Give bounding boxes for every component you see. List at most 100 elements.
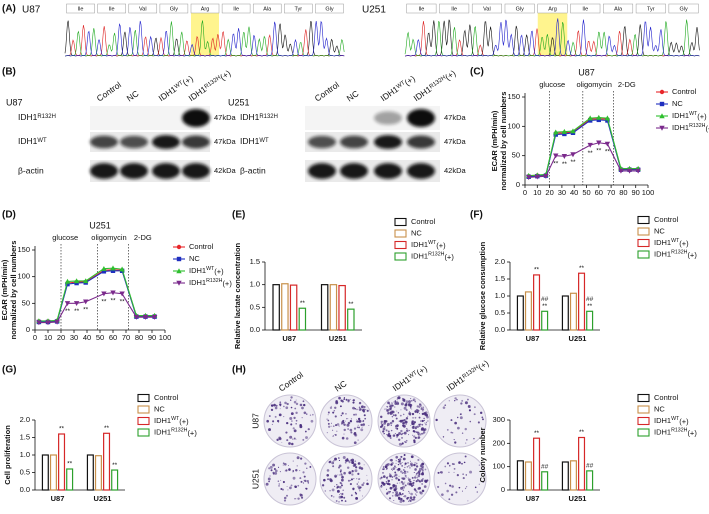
colony — [401, 492, 404, 495]
colony — [450, 431, 453, 434]
colony — [399, 492, 401, 494]
colony — [343, 398, 346, 401]
bar — [272, 284, 280, 331]
x-tick-label: 0 — [33, 333, 37, 342]
row-label: U87 — [250, 413, 260, 429]
colony — [349, 482, 352, 486]
chart-title: U251 — [89, 220, 111, 230]
significance: ** — [65, 308, 71, 315]
colony — [333, 409, 336, 412]
colony — [293, 400, 297, 404]
codon-box — [603, 3, 634, 14]
colony — [301, 406, 304, 410]
colony — [293, 416, 296, 420]
significance: ** — [534, 430, 540, 437]
colony — [336, 486, 339, 489]
colony — [396, 468, 399, 471]
colony — [458, 486, 461, 489]
colony — [408, 500, 410, 503]
colony — [393, 475, 396, 478]
colony — [282, 464, 284, 466]
colony — [389, 403, 391, 405]
colony — [334, 457, 337, 461]
significance: ** — [101, 298, 107, 305]
colony — [419, 491, 423, 495]
colony — [354, 469, 358, 473]
marker — [83, 278, 89, 284]
colony — [299, 477, 302, 480]
colony — [350, 478, 353, 481]
colony — [415, 480, 418, 483]
colony — [386, 409, 389, 412]
colony — [478, 464, 480, 466]
colony — [409, 460, 411, 462]
colony — [350, 431, 353, 434]
colony — [354, 460, 357, 463]
marker — [36, 320, 42, 326]
colony — [364, 417, 367, 420]
colony — [400, 470, 403, 473]
legend-label: Control — [154, 393, 179, 402]
colony — [481, 416, 484, 419]
colony — [363, 464, 365, 466]
colony — [403, 496, 405, 497]
colony — [395, 476, 398, 480]
colony — [460, 402, 463, 405]
colony — [382, 475, 386, 478]
colony — [347, 479, 350, 482]
marker — [64, 278, 71, 284]
colony — [327, 419, 330, 422]
x-tick-label: 0 — [523, 188, 527, 197]
bar — [320, 284, 329, 331]
colony — [274, 415, 277, 418]
colony — [419, 413, 421, 415]
colony — [391, 468, 393, 470]
codon-label: Ile — [78, 6, 84, 12]
colony — [286, 402, 289, 406]
colony — [336, 489, 340, 493]
row-label: IDH1WT — [240, 136, 269, 146]
marker — [534, 174, 540, 180]
colony — [419, 464, 423, 468]
codon-label: Ala — [263, 6, 272, 12]
colony — [330, 479, 333, 482]
colony — [272, 471, 275, 474]
colony — [392, 484, 396, 487]
bar — [586, 310, 594, 331]
colony — [400, 494, 403, 496]
colony — [305, 487, 307, 490]
colony — [460, 413, 462, 415]
x-tick-label: 60 — [595, 188, 603, 197]
cell-line-label: U251 — [362, 5, 386, 16]
codon-box — [471, 3, 502, 14]
colony — [310, 419, 314, 423]
colony — [326, 432, 328, 434]
colony — [367, 484, 369, 486]
y-tick-label: 100 — [17, 272, 30, 281]
colony — [330, 422, 332, 424]
colony — [387, 432, 391, 436]
colony — [297, 484, 300, 487]
colony — [391, 403, 393, 405]
colony — [400, 497, 403, 501]
colony — [300, 457, 303, 460]
colony — [444, 404, 447, 407]
colony — [417, 458, 420, 462]
colony — [396, 427, 399, 430]
colony — [393, 499, 395, 501]
colony — [394, 433, 397, 435]
cell-line-label: U251 — [228, 97, 250, 107]
colony — [381, 481, 385, 485]
significance: ** — [120, 298, 126, 305]
marker — [110, 265, 116, 271]
colony — [453, 467, 456, 470]
bar — [569, 460, 577, 491]
marker — [73, 278, 80, 284]
colony — [362, 423, 366, 426]
colony — [404, 481, 406, 483]
colony — [418, 467, 422, 471]
x-tick-label: U87 — [282, 334, 296, 343]
band — [152, 163, 180, 179]
colony — [399, 414, 402, 417]
y-tick-label: 1.5 — [20, 432, 30, 441]
